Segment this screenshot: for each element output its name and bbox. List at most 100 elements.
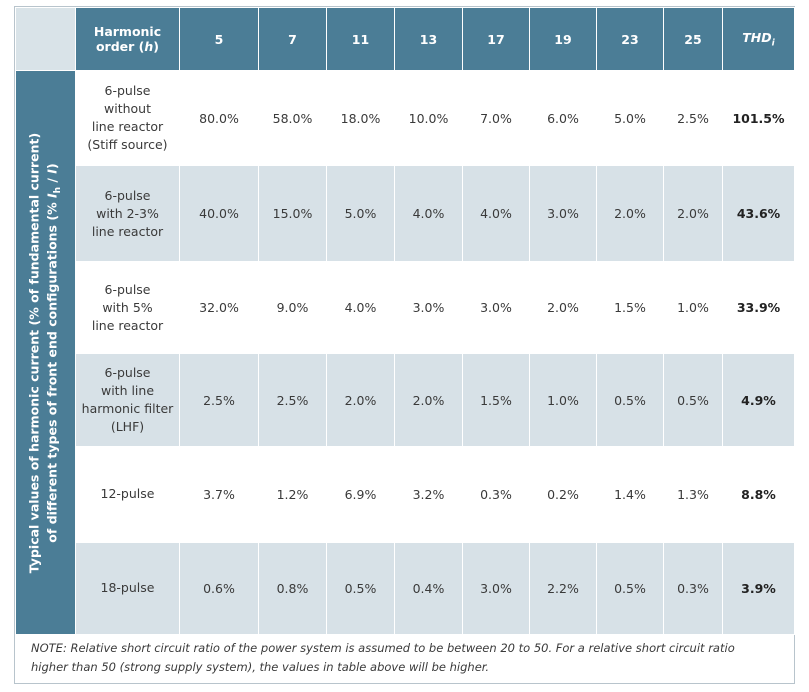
thd-value-cell: 101.5% [722,69,795,167]
configuration-line: 6-pulse [104,187,151,203]
harmonic-value-cell: 2.5% [663,69,723,167]
configuration-line: with line [100,383,155,399]
order-header: 5 [179,7,259,71]
footnote-line1: NOTE: Relative short circuit ratio of th… [31,641,735,655]
harmonic-value-cell: 1.0% [529,353,597,447]
row-group-label-line2: of different types of front end configur… [43,132,67,572]
configuration-line: without [104,101,151,117]
harmonics-table-figure: Harmonic order (h) 5 7 11 13 17 19 23 25… [14,6,795,684]
configuration-cell: 6-pulse with 5% line reactor [75,261,180,355]
configuration-line: 6-pulse [104,83,151,99]
configuration-line: with 2-3% [96,205,159,221]
harmonic-value-cell: 2.5% [179,353,259,447]
harmonic-value-cell: 1.4% [596,445,664,543]
harmonic-value-cell: 5.0% [596,69,664,167]
harmonic-value-cell: 10.0% [394,69,463,167]
order-header: 23 [596,7,664,71]
harmonic-value-cell: 0.8% [258,541,327,636]
harmonic-order-label-line1: Harmonic [93,24,162,39]
harmonic-value-cell: 2.0% [326,353,395,447]
order-header: 7 [258,7,327,71]
thd-header-label: THD [742,29,772,45]
harmonic-value-cell: 5.0% [326,165,395,263]
harmonic-value-cell: 0.3% [663,541,723,636]
harmonic-value-cell: 2.0% [663,165,723,263]
configuration-line: (LHF) [110,419,145,435]
harmonic-value-cell: 2.2% [529,541,597,636]
harmonic-value-cell: 6.0% [529,69,597,167]
footnote-line2: higher than 50 (strong supply system), t… [31,660,490,674]
configuration-line: 12-pulse [100,486,155,502]
harmonic-value-cell: 0.2% [529,445,597,543]
header-row: Harmonic order (h) 5 7 11 13 17 19 23 25… [15,7,795,71]
harmonic-order-label-line2: order ( [95,39,145,54]
footnote: NOTE: Relative short circuit ratio of th… [31,639,791,677]
harmonic-value-cell: 2.0% [394,353,463,447]
row-group-label: Typical values of harmonic current (% of… [15,70,76,635]
configuration-cell: 6-pulse without line reactor (Stiff source) [75,69,180,167]
thd-header: THDi [722,7,795,71]
harmonic-value-cell: 3.0% [529,165,597,263]
row-group-label-text: Typical values of harmonic current (% of… [25,132,67,572]
harmonic-value-cell: 0.5% [326,541,395,636]
harmonic-value-cell: 2.0% [529,261,597,355]
table-row: 6-pulse with line harmonic filter (LHF) 2.5%… [16,353,795,447]
harmonic-value-cell: 1.3% [663,445,723,543]
harmonic-value-cell: 0.6% [179,541,259,636]
current-symbol: I [43,192,59,198]
configuration-line: 6-pulse [104,365,151,381]
harmonic-value-cell: 15.0% [258,165,327,263]
row-group-label-line2-text: of different types of front end configur… [43,197,59,543]
harmonic-h-symbol: h [144,39,154,54]
configuration-cell: 18-pulse [75,541,180,636]
harmonic-value-cell: 3.0% [462,261,530,355]
harmonic-value-cell: 2.0% [596,165,664,263]
harmonic-value-cell: 0.3% [462,445,530,543]
harmonic-value-cell: 6.9% [326,445,395,543]
table-row: 18-pulse 0.6% 0.8% 0.5% 0.4% 3.0% 2.2% 0.5% 0.3%… [16,541,795,636]
configuration-line: 6-pulse [104,281,151,297]
harmonic-value-cell: 0.5% [663,353,723,447]
corner-cell [15,7,76,71]
configuration-cell: 6-pulse with 2-3% line reactor [75,165,180,263]
table-row: 12-pulse 3.7% 1.2% 6.9% 3.2% 0.3% 0.2% 1.4% 1.3%… [16,445,795,543]
configuration-line: with 5% [102,299,153,315]
harmonic-value-cell: 1.0% [663,261,723,355]
harmonic-value-cell: 80.0% [179,69,259,167]
configuration-cell: 6-pulse with line harmonic filter (LHF) [75,353,180,447]
harmonic-value-cell: 1.5% [596,261,664,355]
ratio-slash: / [43,173,59,187]
harmonic-value-cell: 32.0% [179,261,259,355]
order-header: 19 [529,7,597,71]
configuration-line: (Stiff source) [87,137,168,153]
order-header: 25 [663,7,723,71]
harmonic-value-cell: 0.5% [596,353,664,447]
harmonics-table: Harmonic order (h) 5 7 11 13 17 19 23 25… [15,7,795,636]
harmonic-value-cell: 9.0% [258,261,327,355]
harmonic-order-header: Harmonic order (h) [75,7,180,71]
configuration-line: 18-pulse [100,580,155,596]
harmonic-value-cell: 4.0% [394,165,463,263]
configuration-cell: 12-pulse [75,445,180,543]
row-group-label-line1: Typical values of harmonic current (% of… [25,132,41,573]
thd-value-cell: 43.6% [722,165,795,263]
current-subscript: h [52,186,63,193]
thd-value-cell: 3.9% [722,541,795,636]
thd-value-cell: 4.9% [722,353,795,447]
harmonic-value-cell: 2.5% [258,353,327,447]
harmonic-value-cell: 58.0% [258,69,327,167]
configuration-line: harmonic filter [81,401,174,417]
harmonic-value-cell: 0.4% [394,541,463,636]
harmonic-value-cell: 3.0% [462,541,530,636]
thd-value-cell: 8.8% [722,445,795,543]
thd-value-cell: 33.9% [722,261,795,355]
table-row: Typical values of harmonic current (% of… [15,69,795,635]
harmonic-value-cell: 4.0% [462,165,530,263]
harmonic-value-cell: 3.2% [394,445,463,543]
table-row: 6-pulse with 5% line reactor 32.0% 9.0% 4.0% 3… [16,261,795,355]
harmonic-value-cell: 1.5% [462,353,530,447]
order-header: 13 [394,7,463,71]
configuration-line: line reactor [91,317,164,333]
table-body: Typical values of harmonic current (% of… [15,69,795,636]
table-row: 6-pulse with 2-3% line reactor 40.0% 15.0% 5.… [16,165,795,263]
